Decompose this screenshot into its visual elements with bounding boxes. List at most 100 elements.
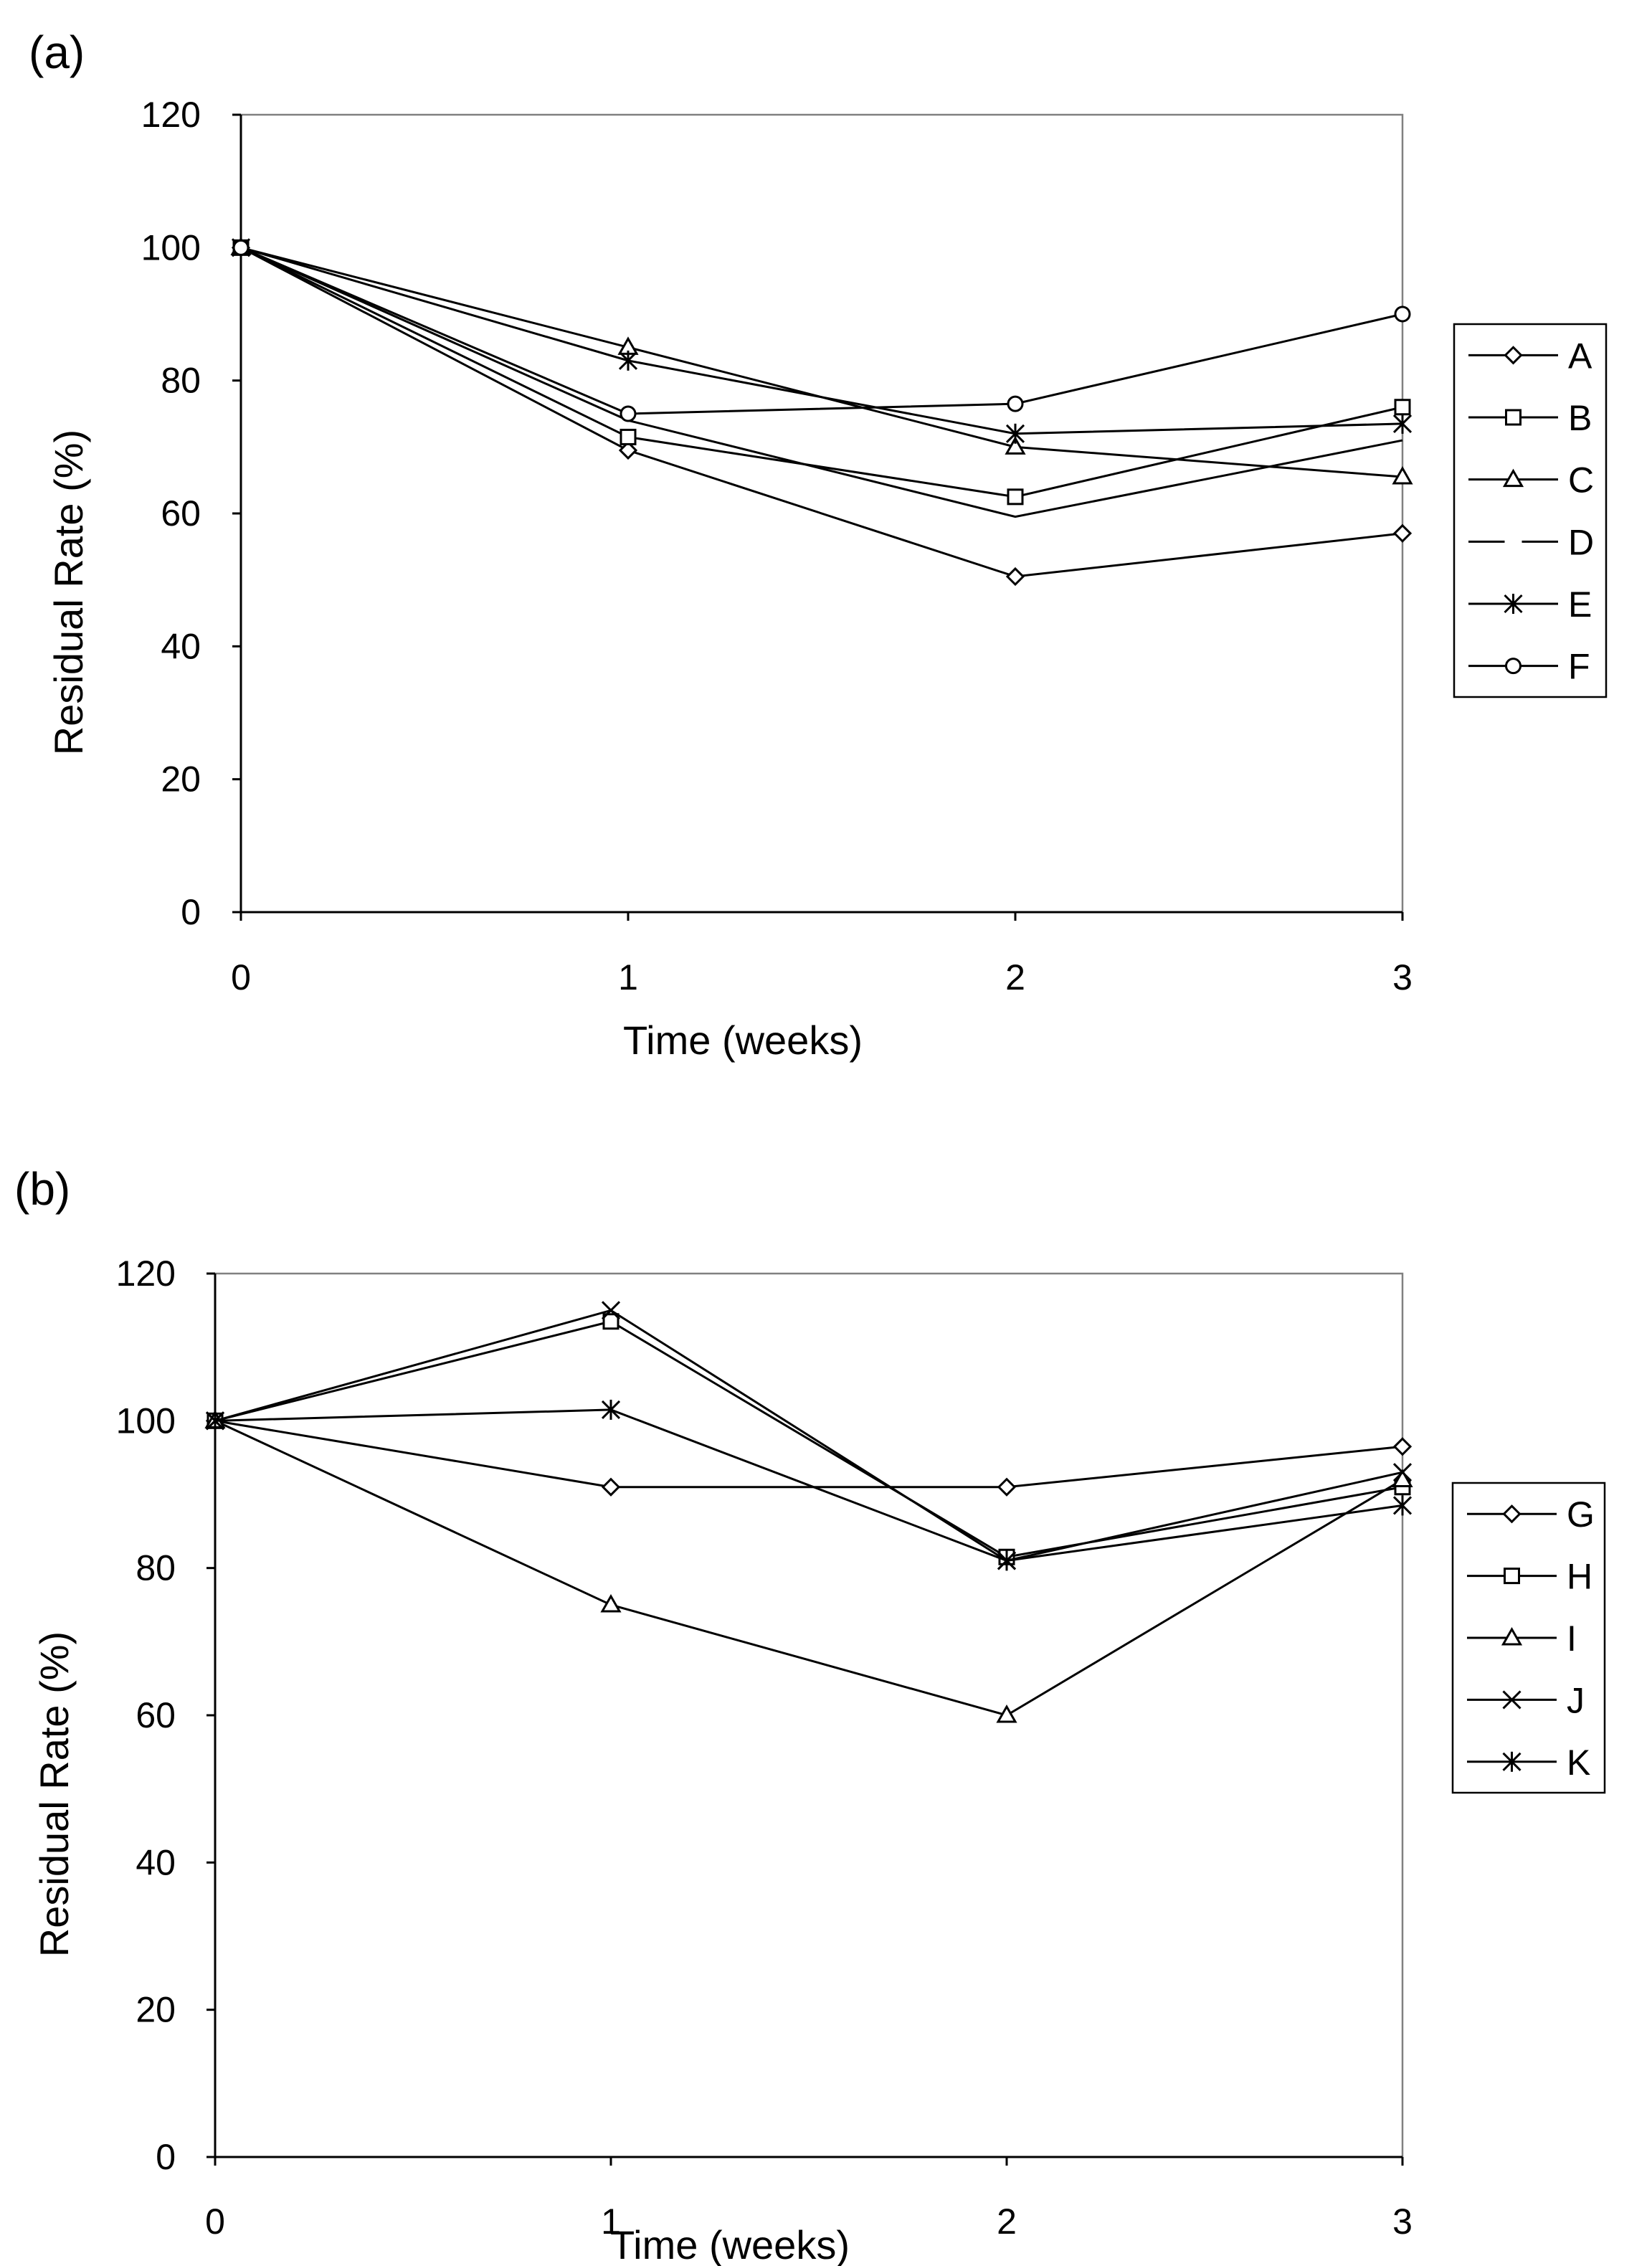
x-tick-label: 2 <box>1005 957 1025 997</box>
series-H <box>206 1313 1411 1565</box>
legend-marker-J <box>1502 1690 1522 1710</box>
y-tick-label: 80 <box>136 1548 176 1588</box>
series-line-J <box>214 1309 1403 1562</box>
series-D <box>240 246 1403 518</box>
legend-item-B: B <box>1468 398 1592 438</box>
data-point-K-2 <box>997 1550 1017 1571</box>
series-line-K <box>214 1408 1403 1562</box>
legend-label: H <box>1567 1557 1592 1597</box>
series-line-D <box>240 246 1403 518</box>
y-tick-label: 100 <box>116 1400 176 1441</box>
legend-item-A: A <box>1468 336 1592 376</box>
y-tick-label: 120 <box>116 1253 176 1294</box>
legend-item-H: H <box>1467 1557 1592 1597</box>
chart-panel-1: (b) 0 20 40 60 80 100 120 0 1 2 3 Time (weeks) Residu… <box>14 1163 1606 2266</box>
x-tick-label: 0 <box>205 2201 225 2242</box>
legend-label: I <box>1567 1618 1577 1659</box>
legend-label: B <box>1568 398 1592 438</box>
y-tick-label: 60 <box>136 1695 176 1735</box>
series-I <box>204 1410 1413 1723</box>
y-tick-label: 120 <box>141 95 201 135</box>
y-tick-label: 0 <box>181 892 201 932</box>
data-point-F-1 <box>620 405 637 422</box>
legend-item-D: D <box>1468 522 1594 562</box>
legend-label: G <box>1567 1494 1595 1535</box>
y-axis-title: Residual Rate (%) <box>46 430 91 755</box>
data-point-A-1 <box>618 440 638 460</box>
panel-label: (a) <box>29 27 85 78</box>
x-axis-title: Time (weeks) <box>623 1018 863 1063</box>
plot-frame <box>214 1272 1404 2158</box>
y-tick-label: 80 <box>161 361 201 401</box>
series-line-B <box>240 246 1403 498</box>
series-E <box>231 237 1413 444</box>
series-line-C <box>240 246 1403 478</box>
legend-label: E <box>1568 584 1592 625</box>
legend-marker-G <box>1502 1504 1522 1524</box>
legend-box <box>1453 323 1608 698</box>
legend-item-C: C <box>1468 460 1594 501</box>
legend-marker-I <box>1501 1626 1523 1646</box>
x-axis-title: Time (weeks) <box>610 2222 850 2266</box>
panel-label: (b) <box>14 1163 70 1215</box>
data-point-I-1 <box>600 1593 622 1613</box>
legend-label: K <box>1567 1743 1590 1783</box>
data-point-F-3 <box>1394 305 1411 323</box>
data-point-K-0 <box>205 1411 225 1431</box>
y-tick-label: 20 <box>161 759 201 800</box>
data-point-F-0 <box>232 239 250 256</box>
data-point-J-1 <box>601 1301 621 1320</box>
y-tick-label: 40 <box>161 626 201 666</box>
data-point-G-1 <box>601 1477 621 1497</box>
legend-label: A <box>1568 336 1592 376</box>
data-point-F-2 <box>1007 395 1024 412</box>
y-tick-label: 0 <box>156 2137 176 2177</box>
x-tick-label: 0 <box>231 957 251 997</box>
legend-marker-A <box>1504 346 1523 365</box>
data-point-G-2 <box>997 1477 1017 1497</box>
series-line-F <box>240 246 1403 415</box>
series-line-G <box>214 1419 1403 1489</box>
series-line-I <box>214 1419 1403 1717</box>
x-tick-label: 3 <box>1392 957 1413 997</box>
legend-label: D <box>1568 522 1594 562</box>
legend-marker-E <box>1504 594 1523 614</box>
data-point-A-2 <box>1005 566 1025 587</box>
legend-item-G: G <box>1467 1494 1595 1535</box>
data-point-A-3 <box>1392 523 1413 543</box>
data-point-I-2 <box>996 1704 1017 1723</box>
data-point-E-3 <box>1392 413 1413 434</box>
data-point-E-1 <box>618 350 638 371</box>
data-point-J-3 <box>1392 1463 1413 1482</box>
data-point-K-1 <box>601 1399 621 1420</box>
series-line-A <box>240 247 1403 578</box>
data-point-I-3 <box>1392 1469 1413 1487</box>
data-point-G-3 <box>1392 1437 1413 1456</box>
legend-marker-F <box>1505 658 1522 675</box>
legend-item-J: J <box>1467 1680 1585 1720</box>
series-G <box>205 1411 1413 1497</box>
data-point-E-2 <box>1005 423 1025 444</box>
x-tick-label: 3 <box>1392 2201 1413 2242</box>
data-point-C-2 <box>1005 436 1026 455</box>
x-tick-label: 2 <box>997 2201 1017 2242</box>
legend-marker-K <box>1502 1751 1522 1772</box>
legend-label: J <box>1567 1680 1585 1720</box>
legend-item-F: F <box>1468 647 1590 687</box>
series-line-H <box>214 1320 1403 1558</box>
legend-item-I: I <box>1467 1618 1577 1659</box>
legend-label: C <box>1568 460 1594 501</box>
y-tick-label: 20 <box>136 1990 176 2030</box>
legend-marker-C <box>1502 468 1524 488</box>
y-tick-label: 40 <box>136 1842 176 1882</box>
data-point-K-3 <box>1392 1495 1413 1516</box>
y-axis-title: Residual Rate (%) <box>32 1631 77 1957</box>
y-tick-label: 60 <box>161 493 201 534</box>
series-K <box>205 1399 1413 1571</box>
x-tick-label: 1 <box>618 957 638 997</box>
data-point-B-3 <box>1394 399 1411 416</box>
legend-item-K: K <box>1467 1743 1590 1783</box>
